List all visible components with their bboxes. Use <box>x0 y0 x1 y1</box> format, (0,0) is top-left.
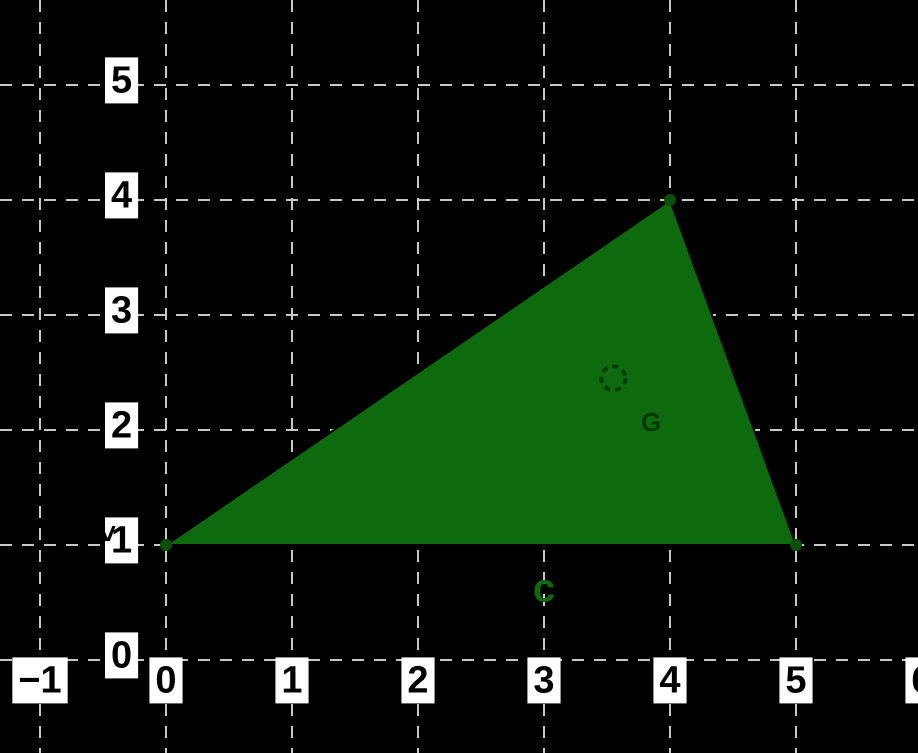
x-tick-label: 0 <box>149 657 182 703</box>
svg-text:−1: −1 <box>18 659 61 701</box>
svg-text:5: 5 <box>785 659 806 701</box>
x-tick-label: 1 <box>275 657 308 703</box>
x-tick-label: −1 <box>12 657 67 703</box>
svg-text:1: 1 <box>281 659 302 701</box>
x-tick-label: 2 <box>401 657 434 703</box>
triangle-vertex-dot <box>790 539 802 551</box>
svg-text:4: 4 <box>659 659 680 701</box>
svg-text:3: 3 <box>533 659 554 701</box>
triangle-vertex-dot <box>160 539 172 551</box>
svg-text:4: 4 <box>111 174 132 216</box>
svg-text:1: 1 <box>111 519 132 561</box>
centroid-label: G <box>641 407 661 437</box>
svg-text:2: 2 <box>111 404 132 446</box>
x-tick-label: 6 <box>905 657 918 703</box>
side-label-c: c <box>533 567 555 611</box>
y-tick-label: 4 <box>105 172 138 218</box>
y-tick-label: 3 <box>105 287 138 333</box>
svg-text:5: 5 <box>111 59 132 101</box>
y-tick-label: 0 <box>105 632 138 678</box>
svg-text:0: 0 <box>155 659 176 701</box>
svg-text:3: 3 <box>111 289 132 331</box>
y-tick-label: 5 <box>105 57 138 103</box>
x-tick-label: 5 <box>779 657 812 703</box>
svg-text:2: 2 <box>407 659 428 701</box>
triangle-vertex-dot <box>664 194 676 206</box>
y-tick-label: 2 <box>105 402 138 448</box>
svg-text:0: 0 <box>111 634 132 676</box>
x-tick-label: 3 <box>527 657 560 703</box>
svg-text:6: 6 <box>911 659 918 701</box>
coordinate-chart: Gc−101234560˅12345 <box>0 0 918 753</box>
x-tick-label: 4 <box>653 657 686 703</box>
